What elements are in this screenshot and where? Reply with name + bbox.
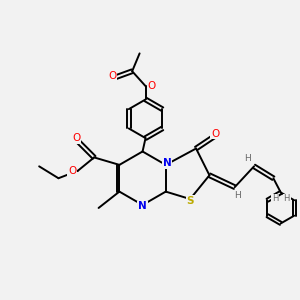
Text: N: N	[163, 158, 172, 168]
Text: O: O	[72, 133, 80, 143]
Text: H: H	[272, 194, 278, 203]
Text: O: O	[68, 166, 76, 176]
Text: H: H	[234, 191, 241, 200]
Text: H: H	[284, 194, 290, 203]
Text: O: O	[211, 129, 220, 139]
Text: H: H	[244, 154, 251, 163]
Text: N: N	[138, 202, 147, 212]
Text: O: O	[108, 71, 116, 81]
Text: O: O	[147, 81, 156, 91]
Text: S: S	[186, 196, 194, 206]
